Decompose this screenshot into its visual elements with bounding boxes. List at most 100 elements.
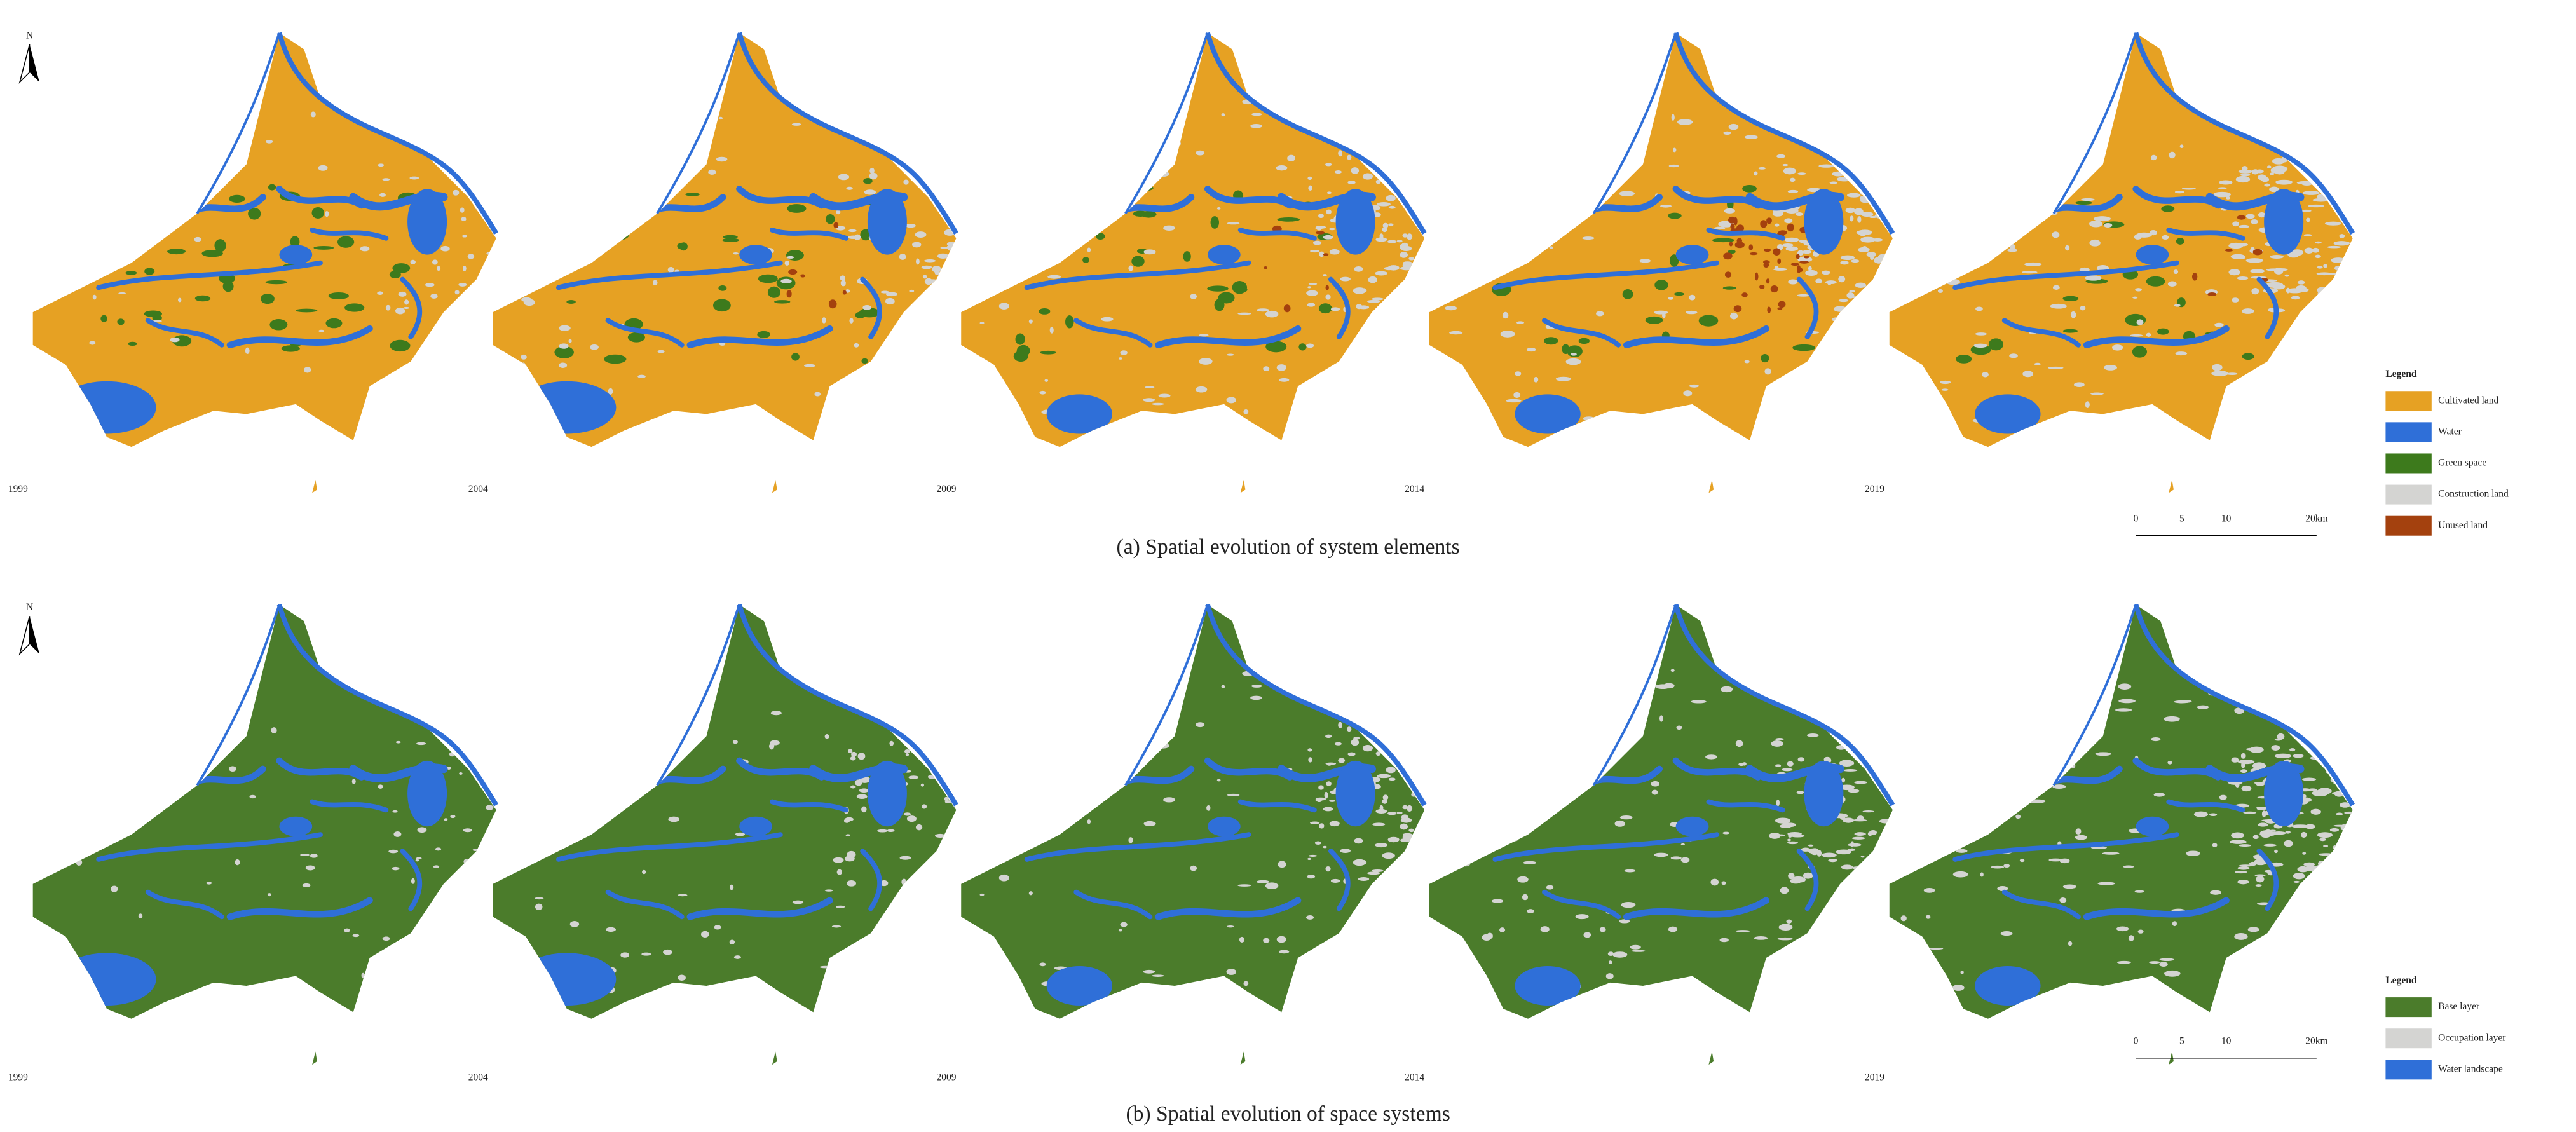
occupation-patch (385, 304, 391, 311)
occupation-patch (302, 883, 311, 887)
occupation-patch (1832, 716, 1838, 720)
occupation-patch (1671, 114, 1675, 121)
occupation-patch (1626, 161, 1642, 167)
occupation-patch (392, 866, 400, 871)
occupation-patch (1372, 822, 1386, 826)
north-label: N (26, 602, 33, 613)
occupation-patch (76, 859, 83, 866)
occupation-patch (1237, 312, 1251, 315)
occupation-patch (1790, 878, 1802, 884)
occupation-patch (2117, 983, 2123, 989)
occupation-patch (2167, 281, 2177, 287)
occupation-patch (941, 195, 953, 198)
occupation-patch (1917, 733, 1926, 740)
water-channel (2166, 228, 2245, 241)
occupation-patch (1862, 810, 1874, 813)
occupation-patch (1513, 837, 1518, 842)
occupation-patch (1523, 205, 1540, 208)
occupation-patch (1808, 844, 1814, 847)
occupation-patch (1898, 367, 1914, 373)
occupation-patch (2034, 166, 2047, 170)
occupation-patch (34, 412, 41, 416)
occupation-patch (511, 132, 521, 137)
occupation-patch (2075, 828, 2082, 835)
occupation-patch (716, 156, 728, 162)
occupation-patch (2103, 223, 2113, 228)
occupation-patch (1318, 785, 1324, 790)
occupation-patch (1894, 943, 1911, 949)
water-channel (1024, 832, 1251, 862)
green-patch (125, 271, 137, 275)
occupation-patch (2065, 122, 2075, 128)
occupation-patch (1877, 253, 1892, 261)
occupation-patch (2197, 705, 2209, 709)
occupation-patch (899, 856, 911, 860)
occupation-patch (2312, 305, 2327, 311)
occupation-patch (1876, 744, 1891, 751)
green-patch (260, 293, 275, 304)
occupation-patch (1879, 819, 1893, 824)
occupation-patch (941, 166, 953, 170)
occupation-patch (1482, 133, 1496, 137)
occupation-patch (229, 106, 239, 113)
occupation-patch (494, 937, 507, 940)
occupation-patch (514, 243, 519, 249)
occupation-patch (1250, 695, 1262, 700)
occupation-patch (2277, 704, 2287, 710)
occupation-patch (1991, 688, 2008, 693)
occupation-patch (1340, 849, 1351, 854)
occupation-patch (1199, 334, 1209, 337)
water-channel (860, 276, 882, 339)
green-patch (290, 236, 300, 248)
occupation-patch (1787, 189, 1799, 193)
occupation-patch (681, 683, 685, 690)
occupation-patch (1527, 348, 1536, 352)
occupation-patch (1980, 872, 1984, 877)
occupation-patch (885, 297, 895, 305)
occupation-patch (1991, 707, 2007, 712)
occupation-patch (157, 736, 165, 740)
occupation-patch (1872, 238, 1883, 242)
occupation-patch (2314, 254, 2321, 259)
occupation-patch (1499, 927, 1506, 932)
occupation-patch (833, 857, 844, 863)
occupation-patch (2322, 329, 2335, 333)
scale-label: 5 (2179, 1035, 2184, 1046)
occupation-patch (2290, 914, 2304, 920)
unused-patch (2191, 273, 2198, 281)
occupation-patch (392, 810, 398, 813)
occupation-patch (1833, 306, 1847, 312)
occupation-patch (1227, 793, 1240, 796)
green-patch (1578, 338, 1590, 344)
occupation-patch (1461, 862, 1470, 867)
occupation-patch (1390, 301, 1401, 304)
occupation-patch (1808, 266, 1812, 271)
occupation-patch (921, 265, 932, 269)
occupation-patch (2134, 890, 2144, 893)
occupation-patch (906, 405, 911, 411)
occupation-patch (417, 981, 425, 985)
map-region (1889, 32, 2353, 447)
water-channel (686, 325, 833, 349)
occupation-patch (1329, 821, 1340, 827)
occupation-patch (1948, 260, 1953, 266)
green-patch (1956, 355, 1972, 364)
occupation-patch (877, 829, 888, 833)
occupation-patch (206, 882, 212, 885)
occupation-patch (1356, 304, 1363, 310)
unused-patch (1723, 252, 1733, 260)
occupation-patch (479, 758, 484, 763)
north-arrow-shape (18, 44, 31, 84)
occupation-patch (1754, 936, 1768, 940)
occupation-patch (1386, 194, 1396, 201)
occupation-patch (2273, 268, 2284, 275)
occupation-patch (840, 280, 846, 287)
occupation-patch (2251, 169, 2259, 175)
occupation-patch (2004, 139, 2012, 144)
occupation-patch (1599, 927, 1606, 932)
occupation-patch (1608, 960, 1612, 964)
occupation-patch (1375, 808, 1387, 814)
occupation-patch (2059, 858, 2070, 864)
occupation-patch (1449, 331, 1463, 335)
occupation-patch (116, 176, 126, 182)
